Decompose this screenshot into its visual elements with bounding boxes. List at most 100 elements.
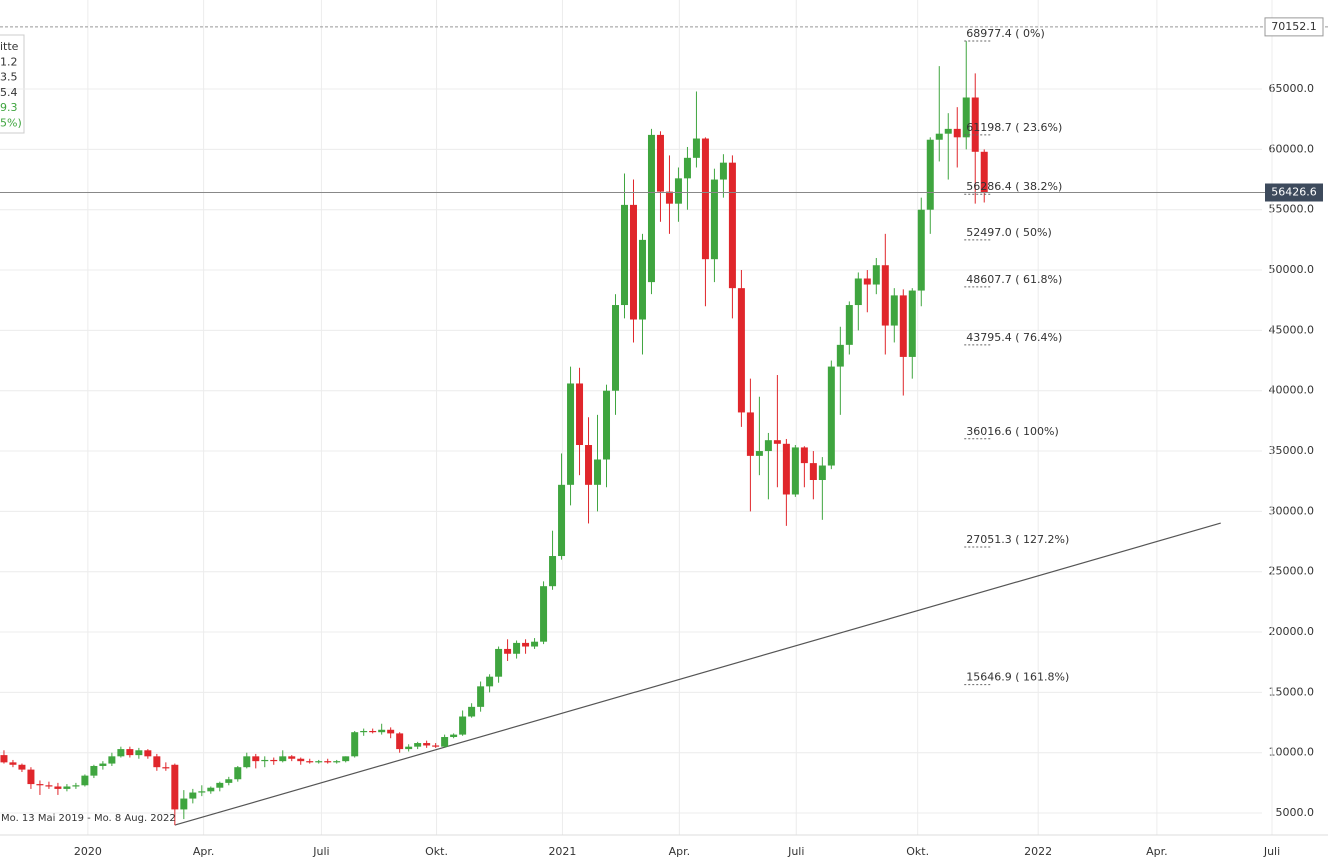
y-tick-label: 35000.0 xyxy=(1269,444,1315,457)
candle-body xyxy=(576,383,584,446)
candle-body xyxy=(243,756,251,768)
y-tick-label: 40000.0 xyxy=(1269,384,1315,397)
candle-body xyxy=(207,787,215,792)
candle-body xyxy=(306,761,314,763)
candle-body xyxy=(719,162,727,180)
candle-body xyxy=(252,756,260,762)
candle-body xyxy=(36,784,44,786)
candle-body xyxy=(414,743,422,747)
x-tick-label: 2022 xyxy=(1024,845,1052,858)
candle-body xyxy=(378,729,386,733)
fib-label: 61198.7 ( 23.6%) xyxy=(966,121,1062,134)
candle-body xyxy=(782,443,790,495)
candle-body xyxy=(899,295,907,357)
candle-body xyxy=(926,139,934,210)
candle-body xyxy=(63,786,71,789)
high-label-box xyxy=(1264,17,1324,37)
candle-body xyxy=(369,730,377,733)
candle-body xyxy=(396,733,404,750)
y-tick-label: 10000.0 xyxy=(1269,746,1315,759)
candle-body xyxy=(81,775,89,786)
candle-body xyxy=(189,792,197,799)
candle-body xyxy=(198,791,206,793)
y-tick-label: 30000.0 xyxy=(1269,504,1315,517)
candle-body xyxy=(764,440,772,452)
candle-body xyxy=(872,265,880,285)
candle-body xyxy=(153,756,161,768)
candle-body xyxy=(540,586,548,642)
candle-body xyxy=(962,97,970,138)
candle-body xyxy=(162,767,170,769)
candle-body xyxy=(944,128,952,134)
x-tick-label: Apr. xyxy=(1146,845,1168,858)
y-tick-label: 65000.0 xyxy=(1269,82,1315,95)
last-price-label: 56426.6 xyxy=(1271,186,1317,199)
legend-text: 5.4 xyxy=(0,86,18,99)
candle-body xyxy=(126,749,134,756)
candle-body xyxy=(558,484,566,557)
candle-body xyxy=(710,179,718,260)
candle-body xyxy=(108,756,116,764)
fib-label: 52497.0 ( 50%) xyxy=(966,226,1052,239)
candle-body xyxy=(809,463,817,481)
candle-body xyxy=(504,648,512,654)
y-tick-label: 5000.0 xyxy=(1276,806,1315,819)
candle-body xyxy=(135,750,143,756)
candle-body xyxy=(594,459,602,485)
candle-body xyxy=(261,759,269,762)
candle-body xyxy=(360,730,368,733)
range-text: Mo. 13 Mai 2019 - Mo. 8 Aug. 2022 xyxy=(1,813,176,824)
candle-body xyxy=(72,785,80,787)
high-label: 70152.1 xyxy=(1271,20,1317,33)
x-tick-label: Okt. xyxy=(425,845,448,858)
candle-body xyxy=(971,97,979,152)
candle-body xyxy=(333,761,341,763)
candle-body xyxy=(144,750,152,757)
candle-body xyxy=(324,761,332,763)
x-tick-label: Apr. xyxy=(669,845,691,858)
candle-body xyxy=(432,745,440,747)
candle-body xyxy=(180,798,188,810)
candle-body xyxy=(468,706,476,717)
x-tick-label: Juli xyxy=(1263,845,1280,858)
candle-body xyxy=(522,642,530,647)
candle-body xyxy=(513,642,521,654)
candle-body xyxy=(665,191,673,204)
candle-body xyxy=(495,648,503,677)
candle-body xyxy=(45,785,53,787)
candle-body xyxy=(638,239,646,320)
candle-body xyxy=(90,765,98,776)
candle-body xyxy=(99,763,107,766)
candle-body xyxy=(279,756,287,762)
candle-body xyxy=(549,556,557,587)
y-tick-label: 60000.0 xyxy=(1269,142,1315,155)
candle-body xyxy=(531,641,539,647)
candle-body xyxy=(683,157,691,179)
fib-label: 15646.9 ( 161.8%) xyxy=(966,671,1069,684)
candle-body xyxy=(917,209,925,291)
candle-body xyxy=(836,344,844,367)
candle-body xyxy=(890,295,898,326)
candle-body xyxy=(620,204,628,306)
trendline xyxy=(174,522,1221,826)
fib-label: 68977.4 ( 0%) xyxy=(966,27,1045,40)
candle-body xyxy=(405,746,413,750)
candle-body xyxy=(567,383,575,485)
candle-body xyxy=(9,762,17,765)
candle-body xyxy=(845,305,853,345)
candle-body xyxy=(773,440,781,444)
candle-body xyxy=(728,162,736,289)
y-tick-label: 45000.0 xyxy=(1269,323,1315,336)
y-tick-label: 25000.0 xyxy=(1269,565,1315,578)
legend-text: 1.2 xyxy=(0,55,18,68)
candle-body xyxy=(800,447,808,464)
legend-text: 3.5 xyxy=(0,71,18,84)
x-tick-label: Juli xyxy=(787,845,804,858)
candle-body xyxy=(701,138,709,260)
candle-body xyxy=(387,729,395,734)
candle-body xyxy=(351,732,359,757)
candle-body xyxy=(863,278,871,285)
fib-label: 56286.4 ( 38.2%) xyxy=(966,180,1062,193)
legend-text: itte xyxy=(0,40,19,53)
